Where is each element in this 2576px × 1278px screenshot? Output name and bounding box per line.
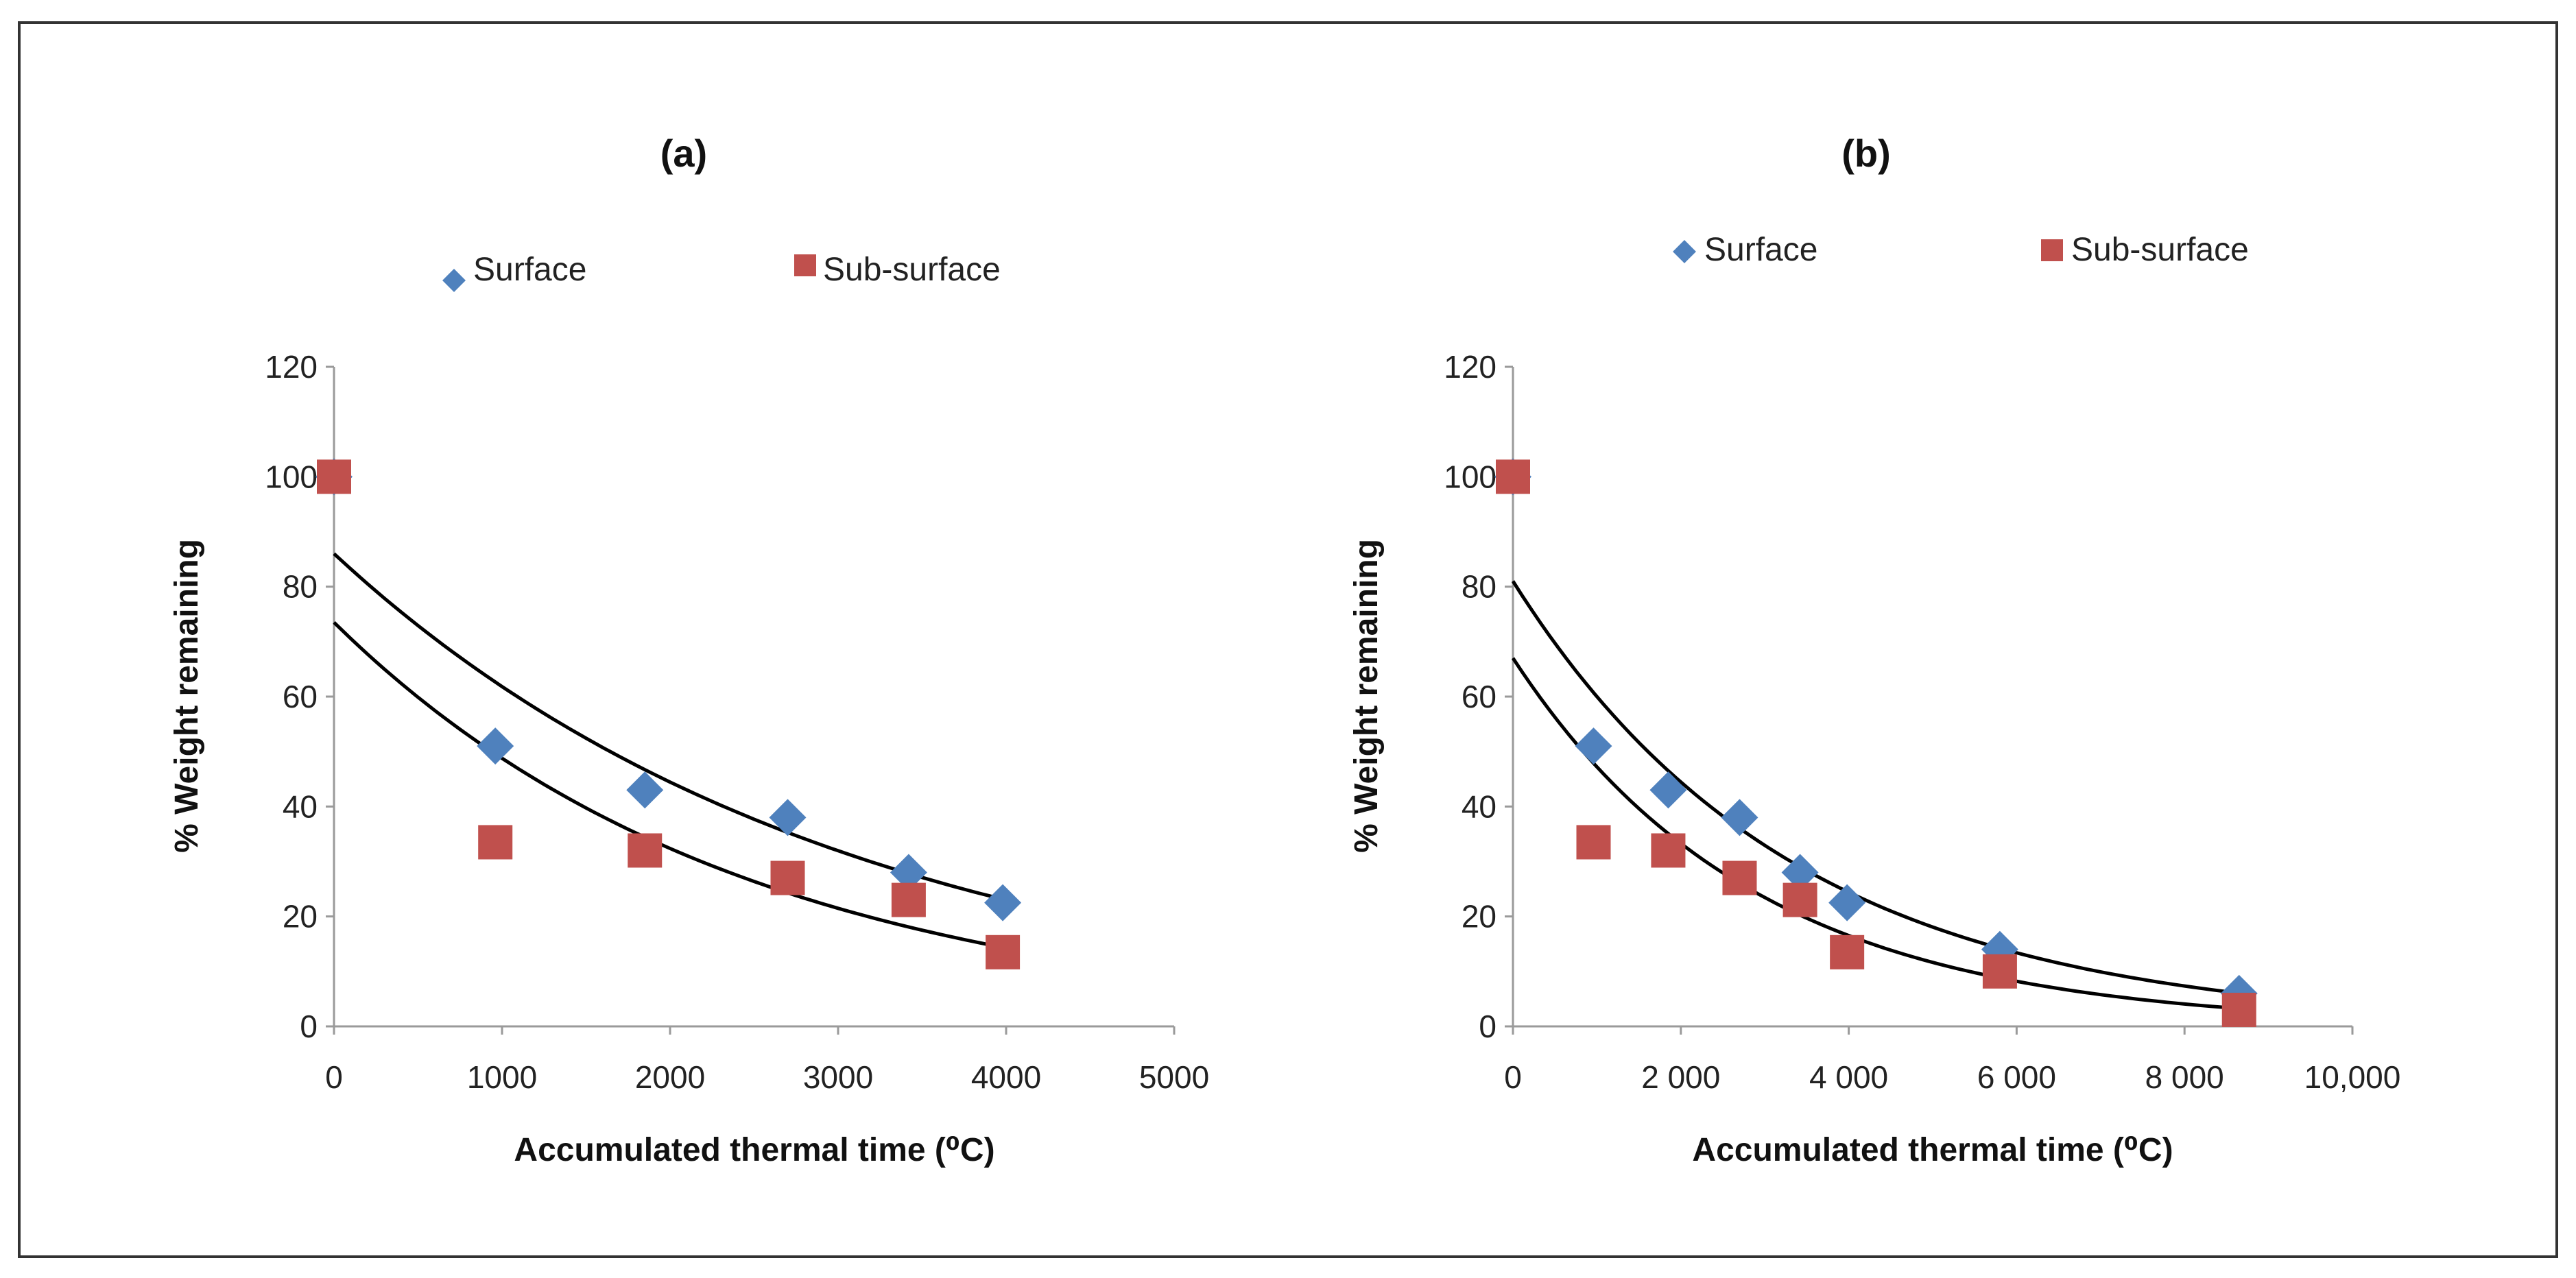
y-tick-label: 40 (1462, 788, 1496, 824)
data-point-surface (1721, 799, 1758, 836)
panel-title: (a) (660, 132, 707, 175)
panel-a: (a) Surface Sub-surface 0204060801001200… (169, 132, 1209, 1168)
y-tick-label: 100 (1444, 459, 1496, 494)
y-tick-label: 80 (1462, 569, 1496, 605)
data-point-sub-surface (770, 860, 805, 895)
legend-label-surface: Surface (473, 252, 586, 288)
data-point-sub-surface (986, 935, 1021, 969)
plot-area: 0 20 40 60 80 100 120 0 2 000 4 000 6 000 8 000 10,0… (1444, 349, 2400, 1095)
data-point-sub-surface (628, 833, 663, 868)
x-tick-label: 0 (325, 1059, 343, 1095)
legend-marker-sub-surface (794, 254, 816, 276)
trendline-sub-surface (333, 621, 1007, 950)
y-tick-label: 120 (265, 349, 318, 385)
data-point-surface (890, 854, 927, 891)
y-tick-label: 20 (1462, 899, 1496, 935)
x-tick-label: 0 (1504, 1059, 1522, 1095)
plot-area: 0 20 40 60 80 100 120 0 1000 2000 3000 4000 5000 (265, 349, 1209, 1095)
y-tick-label: 0 (300, 1009, 318, 1044)
data-point-surface (477, 727, 514, 765)
x-tick-label: 4 000 (1809, 1059, 1888, 1095)
x-tick-label: 1000 (467, 1059, 537, 1095)
y-tick-label: 60 (283, 679, 318, 714)
data-point-sub-surface (1651, 833, 1686, 868)
x-tick-label: 8 000 (2145, 1059, 2224, 1095)
legend-label-surface: Surface (1704, 232, 1817, 268)
trendline-surface (1511, 580, 2240, 995)
data-point-surface (769, 799, 807, 836)
data-point-surface (626, 771, 664, 809)
data-point-sub-surface (478, 825, 513, 860)
y-tick-label: 40 (283, 788, 318, 824)
x-tick-label: 5000 (1139, 1059, 1209, 1095)
trendline-sub-surface (1511, 657, 2239, 1011)
legend-marker-sub-surface (2041, 239, 2063, 261)
legend: Surface Sub-surface (442, 252, 1001, 292)
data-point-surface (984, 884, 1022, 921)
y-axis-title: % Weight remaining (169, 539, 205, 853)
y-tick-label: 80 (283, 569, 318, 605)
x-tick-label: 3000 (803, 1059, 873, 1095)
data-point-sub-surface (2221, 992, 2256, 1027)
y-tick-label: 60 (1462, 679, 1496, 714)
y-tick-label: 20 (283, 899, 318, 935)
data-point-surface (1575, 727, 1612, 765)
data-point-sub-surface (1830, 935, 1865, 969)
data-point-surface (1828, 884, 1866, 921)
data-point-sub-surface (1496, 459, 1530, 494)
y-tick-label: 0 (1479, 1009, 1496, 1044)
x-axis-title: Accumulated thermal time (⁰C) (514, 1132, 994, 1168)
panel-b: (b) Surface Sub-surface 0204060801001200… (1348, 132, 2400, 1168)
legend-label-sub-surface: Sub-surface (823, 252, 1001, 288)
x-tick-label: 2000 (635, 1059, 705, 1095)
x-tick-label: 2 000 (1641, 1059, 1720, 1095)
data-point-sub-surface (317, 459, 351, 494)
data-point-sub-surface (1782, 882, 1817, 917)
data-point-sub-surface (1982, 954, 2017, 989)
x-axis-title: Accumulated thermal time (⁰C) (1692, 1132, 2173, 1168)
y-tick-label: 120 (1444, 349, 1496, 385)
data-point-sub-surface (891, 882, 926, 917)
y-axis-title: % Weight remaining (1348, 539, 1385, 853)
data-point-sub-surface (1576, 825, 1611, 860)
data-point-sub-surface (1722, 860, 1757, 895)
data-point-surface (1649, 771, 1687, 809)
x-tick-label: 10,000 (2304, 1059, 2401, 1095)
x-tick-label: 6 000 (1977, 1059, 2056, 1095)
panel-title: (b) (1841, 132, 1891, 175)
y-tick-label: 100 (265, 459, 318, 494)
data-point-surface (1781, 854, 1819, 891)
legend-label-sub-surface: Sub-surface (2071, 232, 2249, 268)
x-tick-label: 4000 (971, 1059, 1041, 1095)
figure-border (18, 21, 2558, 1258)
legend: Surface Sub-surface (1673, 232, 2249, 268)
